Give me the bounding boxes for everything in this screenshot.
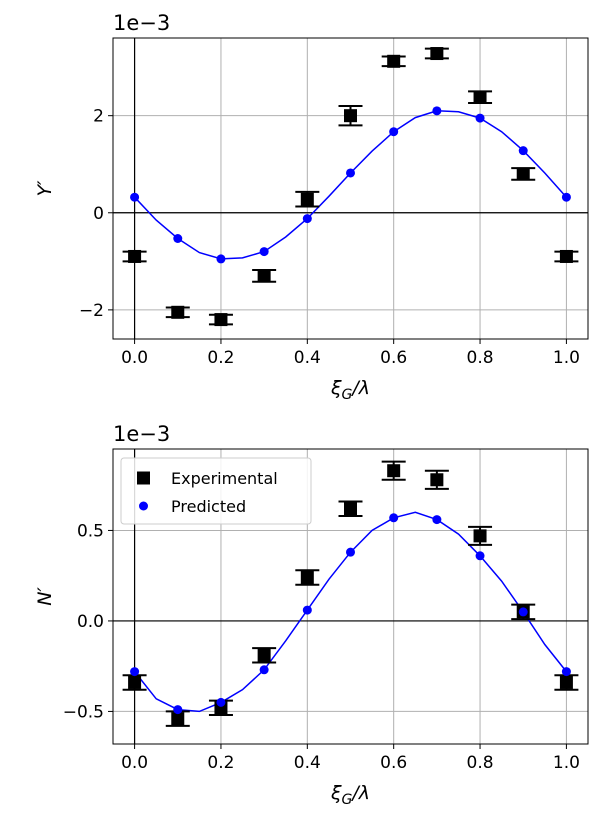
y-tick-label: 2 [93,107,104,127]
chart-panel-2: 0.0 0.2 0.4 0.6 0.8 1.0 −0.5 0.0 0.5 1e−3 ξG/λ N′ Ex… [34,422,589,808]
experimental-point [128,675,142,689]
y-tick-label: 0.5 [77,521,104,541]
predicted-point [173,705,183,715]
x-tick-label: 0.2 [207,753,234,773]
predicted-point [173,234,183,244]
offset-label: 1e−3 [113,11,170,35]
y-tick-label: 0.0 [77,612,104,632]
experimental-point [387,54,401,68]
predicted-point [518,607,528,617]
x-axis-label: ξG/λ [330,377,370,403]
y-tick-label: −0.5 [63,702,104,722]
experimental-point [387,464,401,478]
experimental-point [430,47,444,61]
predicted-point [389,513,399,523]
experimental-point [559,675,573,689]
predicted-point [216,697,226,707]
experimental-point [300,192,314,206]
predicted-point [389,127,399,137]
experimental-point [473,90,487,104]
y-tick-label: 0 [93,204,104,224]
x-tick-label: 0.4 [294,753,321,773]
axes-frame [112,37,589,340]
experimental-point [516,167,530,181]
legend-box [120,457,312,525]
predicted-point [302,214,312,224]
x-axis-label-rest: /λ [350,377,370,399]
x-tick-label: 0.2 [207,348,234,368]
chart-panel-1: 0.0 0.2 0.4 0.6 0.8 1.0 −2 0 2 1e−3 ξG/λ Y′ [34,11,589,403]
predicted-point [130,667,140,677]
experimental-point [473,529,487,543]
predicted-point [561,667,571,677]
experimental-point [257,648,271,662]
predicted-point [130,192,140,202]
predicted-point [346,547,355,557]
offset-label: 1e−3 [113,422,170,446]
predicted-point [216,254,226,264]
legend-marker-circle [139,501,148,511]
x-axis-label-subscript: G [342,792,353,808]
predicted-point [259,247,269,257]
x-tick-label: 0.0 [121,753,148,773]
experimental-point [300,570,314,584]
x-tick-label: 0.8 [467,753,494,773]
x-axis-label-main: ξ [330,377,342,399]
y-axis-label: Y′ [34,180,56,197]
legend-marker-square [137,471,150,485]
x-tick-label: 0.6 [380,753,407,773]
predicted-point [346,168,355,178]
predicted-point [432,515,442,525]
predicted-point [475,113,485,123]
legend-label: Predicted [171,497,246,516]
prediction-curve [134,110,567,260]
predicted-point [561,192,571,202]
experimental-point [430,473,444,487]
predicted-point [432,106,442,116]
experimental-point [214,313,228,327]
predicted-point [302,605,312,615]
x-axis-label: ξG/λ [330,782,370,808]
experimental-point [128,249,142,263]
predicted-point [259,665,269,675]
x-axis-label-main: ξ [330,782,342,804]
x-tick-label: 0.6 [380,348,407,368]
axes-frame [112,448,589,745]
experimental-point [344,109,357,123]
predicted-point [475,551,485,561]
experimental-point [171,712,185,726]
x-tick-label: 0.0 [121,348,148,368]
experimental-point [257,269,271,283]
experimental-point [559,249,573,263]
y-axis-label: N′ [34,587,56,606]
x-axis-label-subscript: G [342,387,353,403]
y-tick-label: −2 [79,301,104,321]
experimental-point [344,502,357,516]
x-tick-label: 0.4 [294,348,321,368]
legend: Experimental Predicted [120,457,312,525]
predicted-point [518,146,528,156]
experimental-point [171,305,185,319]
x-tick-label: 1.0 [553,348,580,368]
prediction-curve [134,511,567,713]
x-tick-label: 1.0 [553,753,580,773]
x-tick-label: 0.8 [467,348,494,368]
legend-label: Experimental [171,469,278,488]
x-axis-label-rest: /λ [350,782,370,804]
